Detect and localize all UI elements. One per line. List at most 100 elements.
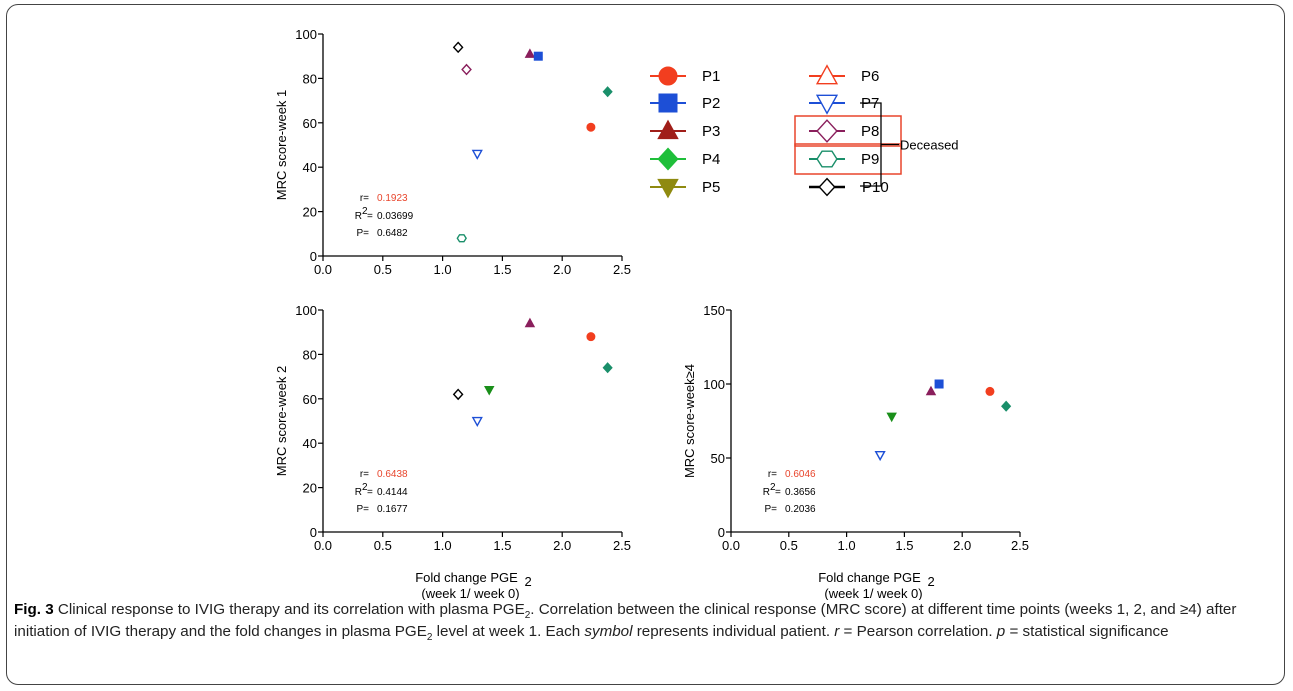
data-point-p4 (1001, 400, 1012, 412)
legend-label-p6: P6 (861, 68, 879, 85)
stat-r2-value: 0.03699 (377, 211, 414, 222)
y-tick-label: 100 (703, 377, 725, 392)
stat-p-value: 0.1677 (377, 504, 408, 515)
legend-label-p5: P5 (702, 179, 720, 196)
x-tick-label: 1.0 (838, 538, 856, 553)
stat-r-value: 0.1923 (377, 193, 408, 204)
legend-label-p8: P8 (861, 123, 879, 140)
stat-r2-sup: 2 (770, 482, 776, 493)
x-tick-label: 1.5 (895, 538, 913, 553)
y-tick-label: 40 (303, 436, 317, 451)
x-tick-label: 1.5 (493, 538, 511, 553)
x-axis-label-main: Fold change PGE (415, 570, 518, 585)
legend-item-p4: P4 (650, 147, 720, 171)
caption-text-2: . Correlation between the clinical respo… (14, 601, 1237, 640)
x-tick-label: 2.5 (1011, 538, 1029, 553)
stat-r2-sup: 2 (362, 206, 368, 217)
y-axis-label: MRC score-week 1 (274, 90, 289, 201)
caption-sub-2: 2 (426, 632, 433, 644)
stat-r2-eq: = (367, 487, 373, 498)
caption-p: p (996, 623, 1006, 640)
y-axis-label: MRC score-week≥4 (682, 364, 697, 478)
x-tick-label: 0.0 (722, 538, 740, 553)
legend-label-p2: P2 (702, 95, 720, 112)
stat-r-label: r= (360, 193, 369, 204)
caption-sub-1: 2 (524, 610, 531, 622)
stat-r2-value: 0.3656 (785, 487, 816, 498)
chart-panel-2: 0.0 0.5 1.0 1.5 2.0 2.5 0 20 40 60 80 100 MRC score-… (274, 303, 631, 600)
data-point-p7 (471, 416, 483, 428)
stat-r-value: 0.6438 (377, 469, 408, 480)
stat-r2-eq: = (775, 487, 781, 498)
stat-p-value: 0.2036 (785, 504, 816, 515)
x-tick-label: 0.5 (780, 538, 798, 553)
y-tick-label: 40 (303, 160, 317, 175)
y-tick-label: 60 (303, 116, 317, 131)
legend-marker-p9 (816, 150, 838, 168)
data-point-p2 (533, 51, 543, 61)
legend-label-p3: P3 (702, 123, 720, 140)
x-tick-label: 0.5 (374, 262, 392, 277)
deceased-label: Deceased (900, 138, 959, 153)
stat-r2-sup: 2 (362, 482, 368, 493)
y-tick-label: 150 (703, 303, 725, 318)
data-point-p1 (586, 332, 596, 342)
legend-marker-p2 (658, 93, 678, 113)
stat-r2-value: 0.4144 (377, 487, 408, 498)
legend-marker-p6 (815, 64, 839, 85)
y-tick-label: 100 (295, 27, 317, 42)
stat-p-label: P= (764, 504, 777, 515)
legend-label-p10: P10 (862, 179, 889, 196)
stat-r-label: r= (768, 469, 777, 480)
stat-r2-label: R (355, 211, 362, 222)
data-point-p5 (483, 386, 495, 396)
y-tick-label: 50 (711, 451, 725, 466)
deceased-box (794, 143, 902, 175)
y-tick-label: 60 (303, 392, 317, 407)
data-point-p3 (524, 48, 536, 58)
y-tick-label: 0 (310, 249, 317, 264)
legend-marker-p10 (818, 177, 836, 197)
legend-item-p6: P6 (809, 64, 879, 85)
x-tick-label: 0.5 (374, 538, 392, 553)
caption-text-4: represents individual patient. (632, 623, 835, 640)
x-tick-label: 2.0 (953, 538, 971, 553)
stat-r-label: r= (360, 469, 369, 480)
legend-item-p10: P10 (809, 177, 889, 197)
y-tick-label: 80 (303, 71, 317, 86)
x-axis-label-line2: (week 1/ week 0) (824, 586, 922, 600)
x-axis-label-sub: 2 (928, 574, 935, 589)
legend-label-p4: P4 (702, 151, 720, 168)
figure-caption: Fig. 3 Clinical response to IVIG therapy… (14, 599, 1269, 643)
x-tick-label: 1.0 (434, 538, 452, 553)
data-point-p8 (461, 63, 472, 76)
legend-marker-p4 (657, 147, 679, 171)
legend-marker-p5 (657, 178, 679, 199)
chart-panel-1: 0.0 0.5 1.0 1.5 2.0 2.5 0 20 40 60 80 100 MRC score-… (274, 27, 631, 277)
caption-text-1: Clinical response to IVIG therapy and it… (53, 601, 525, 618)
x-tick-label: 2.0 (553, 538, 571, 553)
stat-r-value: 0.6046 (785, 469, 816, 480)
data-point-p3 (524, 317, 536, 328)
y-axis-label: MRC score-week 2 (274, 366, 289, 477)
figure-frame (6, 4, 1285, 685)
x-tick-label: 0.0 (314, 538, 332, 553)
x-tick-label: 2.5 (613, 262, 631, 277)
legend-item-p3: P3 (650, 119, 720, 140)
legend-label-p9: P9 (861, 151, 879, 168)
legend-label-p1: P1 (702, 68, 720, 85)
caption-r: r (834, 623, 840, 640)
x-tick-label: 2.5 (613, 538, 631, 553)
y-tick-label: 20 (303, 205, 317, 220)
x-tick-label: 1.5 (493, 262, 511, 277)
data-point-p10 (452, 388, 464, 401)
x-axis-label-line2: (week 1/ week 0) (421, 586, 519, 600)
legend-item-p7: P7 (809, 94, 879, 115)
data-point-p7 (874, 450, 886, 462)
chart-panel-3: 0.0 0.5 1.0 1.5 2.0 2.5 0 50 100 150 MRC score-wee… (682, 303, 1029, 600)
legend-marker-p1 (658, 66, 678, 86)
legend-item-p2: P2 (650, 93, 720, 113)
legend-item-p8: P8 (794, 115, 902, 147)
caption-text-6: = statistical significance (1005, 623, 1169, 640)
data-point-p4 (602, 362, 613, 374)
